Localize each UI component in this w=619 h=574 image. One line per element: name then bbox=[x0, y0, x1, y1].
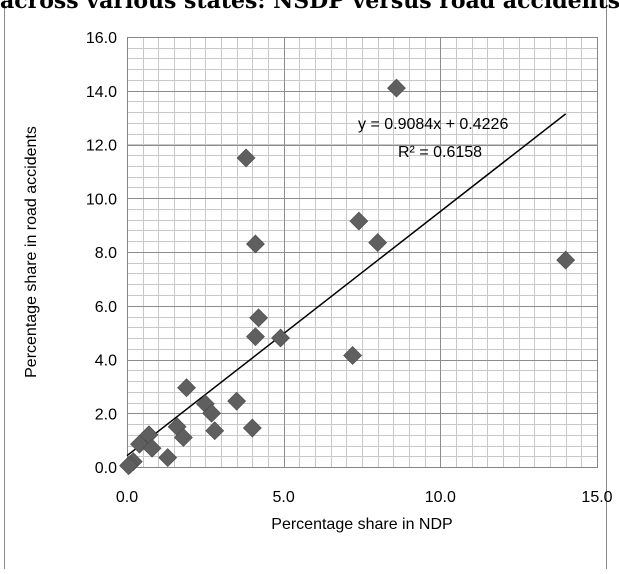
data-point bbox=[343, 346, 363, 365]
data-point bbox=[119, 456, 138, 476]
cut-off-title: across various states: NSDP versus road … bbox=[0, 0, 619, 14]
y-tick-label: 12.0 bbox=[86, 138, 117, 155]
data-point bbox=[205, 421, 225, 441]
x-tick-label: 10.0 bbox=[425, 489, 456, 506]
data-point bbox=[368, 233, 388, 253]
data-point bbox=[173, 428, 193, 447]
data-point bbox=[236, 148, 256, 168]
trendline-equation: y = 0.9084x + 0.4226 bbox=[358, 116, 508, 133]
trendline bbox=[126, 113, 567, 457]
data-point bbox=[271, 328, 290, 348]
data-point bbox=[242, 418, 262, 438]
x-tick-label: 0.0 bbox=[116, 489, 138, 506]
x-tick-labels: 0.0 5.0 10.0 15.0 bbox=[116, 489, 613, 506]
y-tick-label: 6.0 bbox=[95, 299, 117, 316]
y-tick-label: 16.0 bbox=[86, 30, 117, 47]
y-tick-label: 10.0 bbox=[86, 191, 117, 208]
data-point bbox=[158, 448, 178, 468]
y-tick-label: 4.0 bbox=[95, 353, 117, 370]
data-point bbox=[246, 327, 265, 347]
data-point bbox=[202, 403, 222, 423]
data-points bbox=[119, 78, 576, 476]
y-axis-label: Percentage share in road accidents bbox=[23, 126, 40, 378]
y-tick-label: 2.0 bbox=[95, 406, 117, 423]
data-point bbox=[177, 378, 196, 398]
y-tick-label: 8.0 bbox=[95, 245, 117, 262]
data-point bbox=[227, 391, 247, 411]
data-point bbox=[246, 234, 265, 254]
x-tick-label: 15.0 bbox=[581, 489, 612, 506]
x-tick-label: 5.0 bbox=[273, 489, 295, 506]
y-tick-labels: 0.0 2.0 4.0 6.0 8.0 10.0 12.0 14.0 16.0 bbox=[86, 30, 117, 477]
data-point bbox=[142, 438, 162, 458]
x-axis-label: Percentage share in NDP bbox=[271, 516, 452, 533]
trendline-r-squared: R² = 0.6158 bbox=[398, 144, 482, 161]
data-point bbox=[349, 211, 369, 231]
data-point bbox=[556, 250, 576, 270]
y-tick-label: 14.0 bbox=[86, 84, 117, 101]
y-tick-label: 0.0 bbox=[95, 460, 117, 477]
data-point bbox=[387, 78, 406, 98]
plot-area-border bbox=[127, 37, 598, 468]
data-point bbox=[249, 308, 269, 328]
